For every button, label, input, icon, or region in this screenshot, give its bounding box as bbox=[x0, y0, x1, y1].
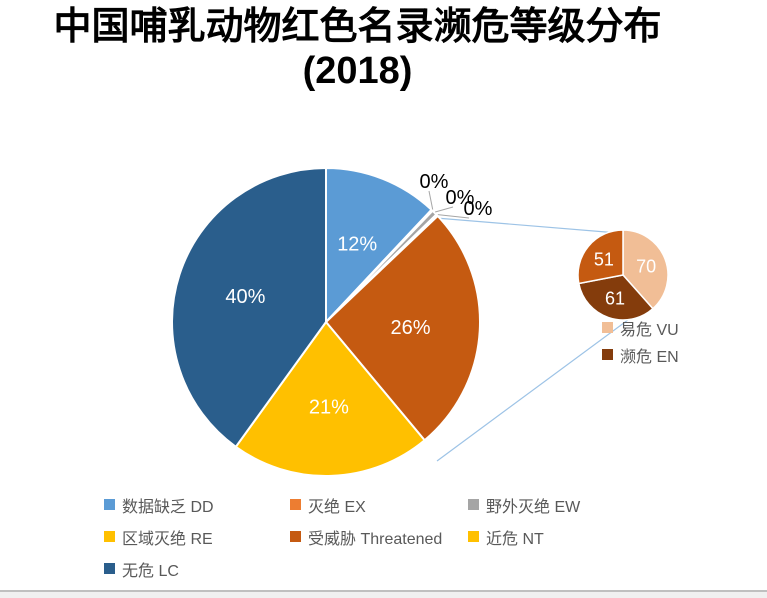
label-leader-line bbox=[428, 190, 434, 210]
legend-swatch-icon bbox=[468, 531, 479, 542]
data-label: 12% bbox=[337, 233, 377, 255]
data-label: 40% bbox=[225, 286, 265, 308]
legend-item-5: 近危 NT bbox=[468, 526, 698, 548]
legend-item-4: 受威胁 Threatened bbox=[290, 526, 468, 548]
secondary-legend-item-0: 易危 VU bbox=[602, 317, 679, 339]
chart-title-line2: (2018) bbox=[302, 50, 413, 93]
data-label-outside: 0% bbox=[420, 171, 449, 193]
pie-slice-数据缺乏 DD bbox=[325, 166, 433, 325]
pie-slice-易危 VU bbox=[622, 229, 669, 310]
connector-line-top bbox=[435, 217, 619, 234]
data-label: 26% bbox=[391, 317, 431, 339]
legend-label: 无危 LC bbox=[122, 562, 179, 580]
connector-line-bottom bbox=[436, 310, 641, 462]
legend-label: 灭绝 EX bbox=[308, 498, 366, 516]
legend-label: 野外灭绝 EW bbox=[486, 498, 581, 516]
chart-title: 中国哺乳动物红色名录濒危等级分布 (2018) bbox=[0, 5, 715, 93]
legend-swatch-icon bbox=[104, 499, 115, 510]
pie-slice-濒危 EN bbox=[577, 274, 654, 321]
legend-item-1: 灭绝 EX bbox=[290, 494, 468, 516]
pie-slice-unnamed-2 bbox=[577, 229, 624, 285]
window-bottom-edge bbox=[0, 590, 767, 598]
secondary-legend-item-1: 濒危 EN bbox=[602, 344, 679, 366]
legend-label: 易危 VU bbox=[620, 321, 679, 339]
data-label-outside: 0% bbox=[446, 187, 475, 209]
legend-item-0: 数据缺乏 DD bbox=[104, 494, 290, 516]
legend-label: 濒危 EN bbox=[620, 348, 679, 366]
pie-slice-近危 NT bbox=[234, 320, 427, 477]
data-label: 70 bbox=[636, 257, 656, 277]
legend-swatch-icon bbox=[104, 531, 115, 542]
pie-slice-无危 LC bbox=[171, 166, 327, 449]
legend-item-3: 区域灭绝 RE bbox=[104, 526, 290, 548]
pie-slice-受威胁 Threatened bbox=[324, 214, 481, 442]
legend-label: 区域灭绝 RE bbox=[122, 530, 213, 548]
data-label-outside: 0% bbox=[464, 198, 493, 220]
legend-swatch-icon bbox=[290, 499, 301, 510]
label-leader-line bbox=[435, 206, 454, 213]
legend-swatch-icon bbox=[290, 531, 301, 542]
legend-swatch-icon bbox=[104, 563, 115, 574]
legend: 数据缺乏 DD 灭绝 EX 野外灭绝 EW 区域灭绝 RE 受威胁 Threatened… bbox=[104, 494, 698, 580]
legend-swatch-icon bbox=[468, 499, 479, 510]
data-label: 51 bbox=[594, 250, 614, 270]
legend-item-2: 野外灭绝 EW bbox=[468, 494, 698, 516]
legend-label: 受威胁 Threatened bbox=[308, 530, 443, 548]
legend-item-6: 无危 LC bbox=[104, 558, 290, 580]
data-label: 21% bbox=[309, 397, 349, 419]
legend-label: 近危 NT bbox=[486, 530, 544, 548]
legend-swatch-icon bbox=[602, 322, 613, 333]
chart-title-line1: 中国哺乳动物红色名录濒危等级分布 bbox=[53, 6, 662, 48]
legend-label: 数据缺乏 DD bbox=[122, 498, 214, 516]
label-leader-line bbox=[437, 214, 470, 219]
data-label: 61 bbox=[605, 289, 625, 309]
secondary-legend: 易危 VU 濒危 EN bbox=[602, 317, 679, 366]
legend-swatch-icon bbox=[602, 349, 613, 360]
